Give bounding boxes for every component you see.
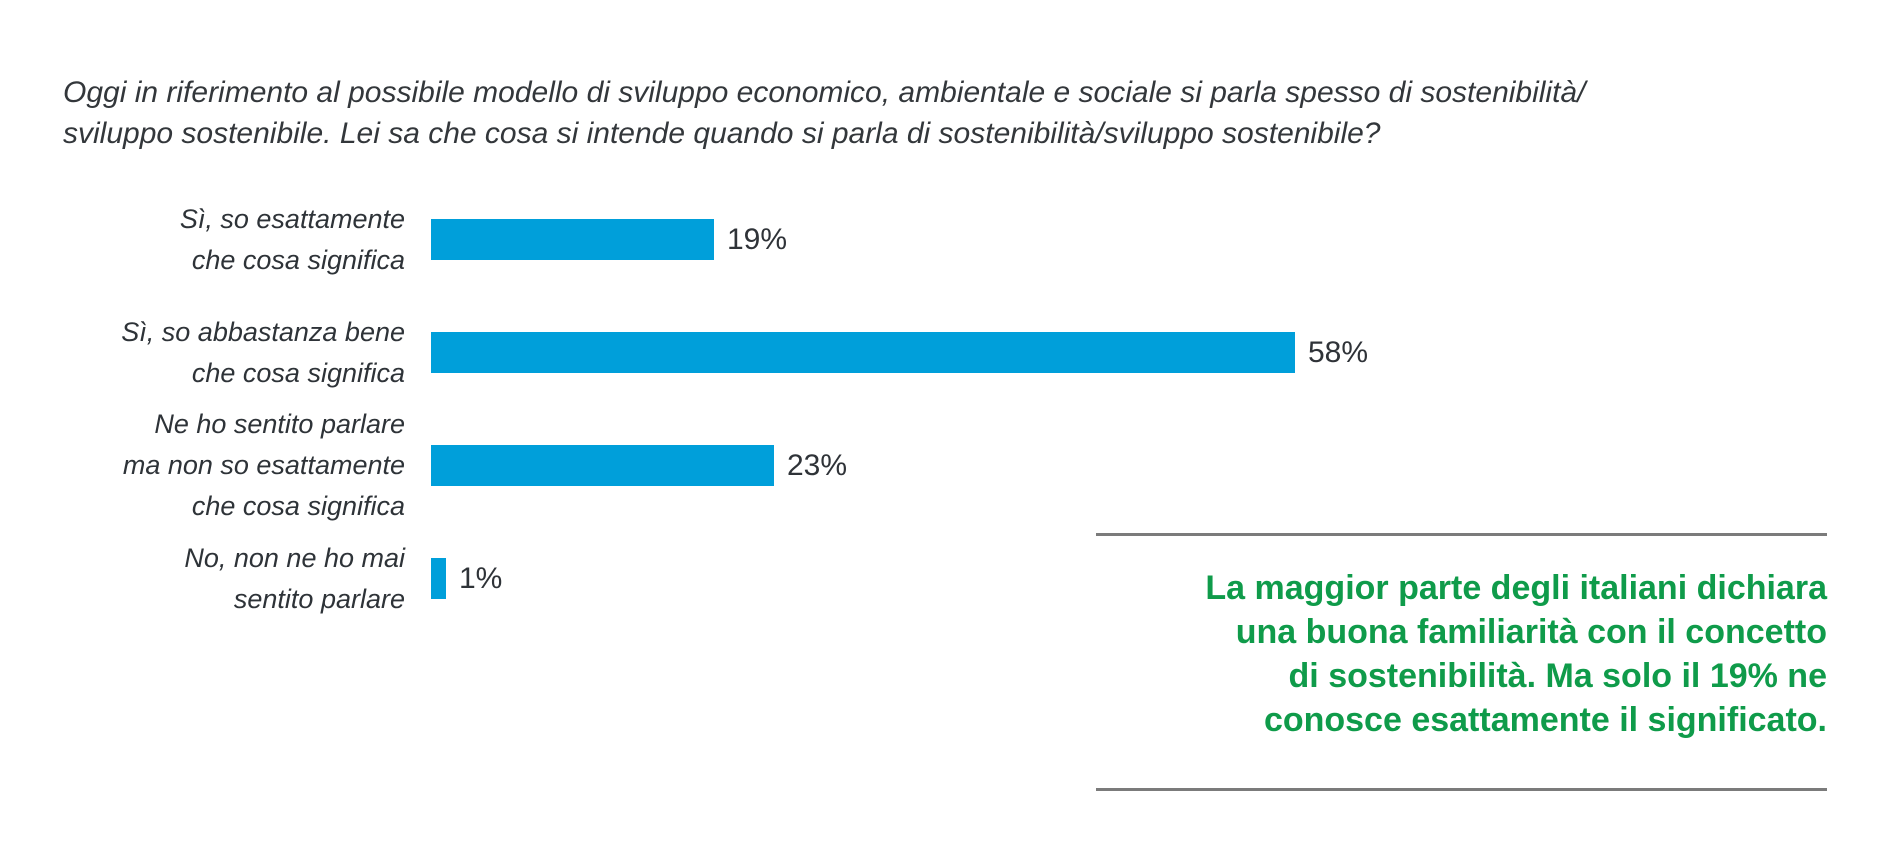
bar (431, 332, 1295, 373)
bar-value: 1% (459, 561, 503, 595)
chart-row: Sì, so esattamente che cosa significa 19… (0, 183, 1500, 296)
bar-value: 58% (1308, 335, 1369, 369)
bar-chart: Sì, so esattamente che cosa significa 19… (0, 183, 1500, 635)
chart-row: No, non ne ho mai sentito parlare 1% (0, 522, 1500, 635)
survey-question-text: Oggi in riferimento al possibile modello… (63, 76, 1586, 150)
callout-bottom-rule (1096, 788, 1827, 791)
bar-label: Ne ho sentito parlare ma non so esattame… (122, 409, 405, 521)
bar-label: Sì, so abbastanza bene che cosa signific… (121, 316, 405, 388)
bar (431, 558, 446, 599)
bar-label: Sì, so esattamente che cosa significa (179, 203, 405, 275)
bar-label: No, non ne ho mai sentito parlare (184, 542, 405, 614)
bar-value: 19% (727, 222, 788, 256)
callout-text: La maggior parte degli italiani dichiara… (1205, 569, 1827, 739)
callout-top-rule (1096, 533, 1827, 536)
bar (431, 219, 714, 260)
chart-row: Sì, so abbastanza bene che cosa signific… (0, 296, 1500, 409)
callout: La maggior parte degli italiani dichiara… (1096, 533, 1827, 791)
chart-row: Ne ho sentito parlare ma non so esattame… (0, 409, 1500, 522)
bar-value: 23% (787, 448, 848, 482)
bar (431, 445, 774, 486)
